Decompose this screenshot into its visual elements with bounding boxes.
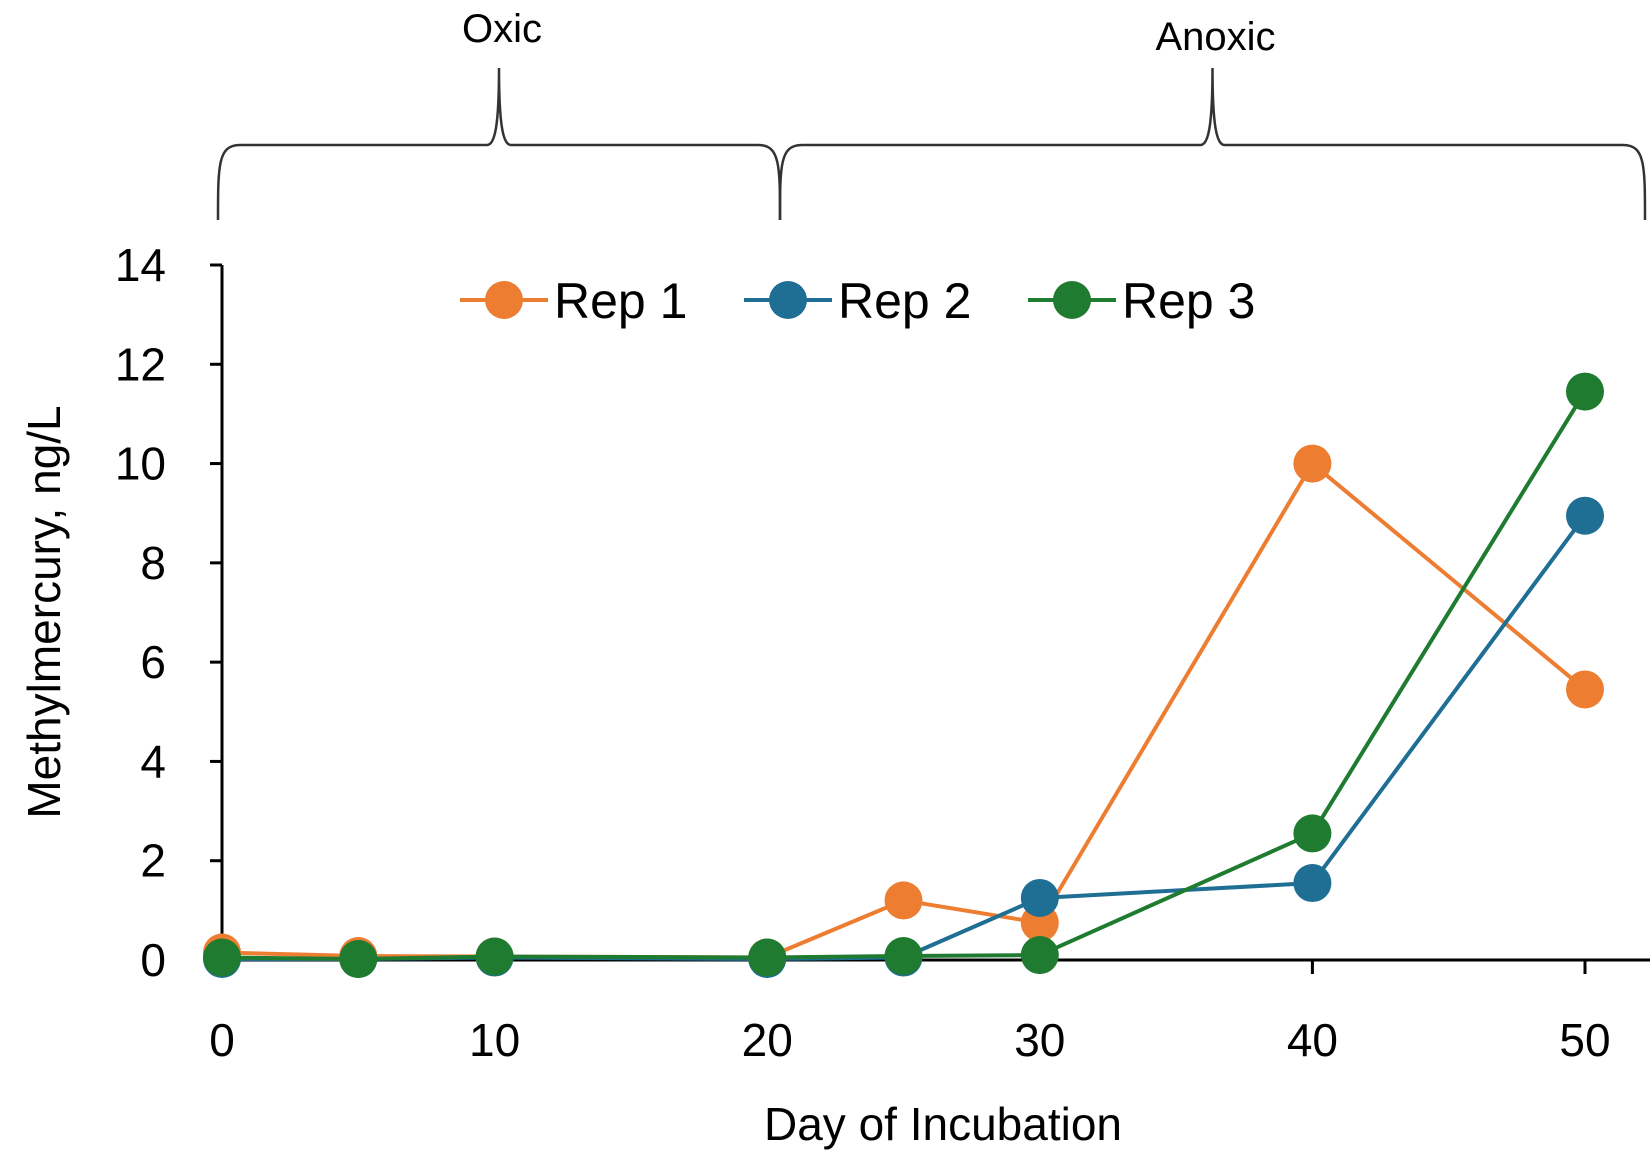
data-point — [884, 937, 923, 976]
data-point — [203, 938, 241, 977]
y-ticks: 0 2 4 6 8 10 12 14 — [115, 239, 222, 986]
series-group — [203, 372, 1604, 979]
phase-label: Oxic — [462, 7, 542, 51]
legend-item: Rep 2 — [744, 273, 971, 329]
data-point — [339, 940, 378, 979]
x-tick-label: 20 — [742, 1014, 793, 1066]
x-tick-label: 50 — [1559, 1014, 1610, 1066]
y-tick-label: 4 — [140, 735, 166, 787]
series-line — [221, 461, 1587, 960]
x-axis-title: Day of Incubation — [764, 1098, 1122, 1150]
data-point — [1293, 814, 1332, 853]
data-point — [1566, 372, 1604, 411]
data-point — [475, 937, 514, 976]
data-point — [1566, 496, 1604, 535]
y-tick-label: 0 — [140, 934, 166, 986]
x-tick-label: 30 — [1014, 1014, 1065, 1066]
phase-label: Anoxic — [1155, 15, 1275, 59]
x-tick-label: 10 — [469, 1014, 520, 1066]
data-point — [748, 938, 787, 977]
legend-marker — [1053, 281, 1091, 319]
legend-label: Rep 1 — [554, 273, 687, 329]
data-point — [1293, 444, 1332, 483]
y-tick-label: 12 — [115, 338, 166, 390]
y-axis-title: Methylmercury, ng/L — [18, 405, 70, 818]
phase-bracket — [216, 67, 782, 221]
series-1 — [203, 444, 1604, 977]
data-point — [1020, 878, 1059, 917]
y-tick-label: 2 — [140, 835, 166, 887]
legend-label: Rep 3 — [1122, 273, 1255, 329]
x-tick-label: 0 — [209, 1014, 235, 1066]
x-ticks: 0 10 20 30 40 50 — [209, 960, 1611, 1066]
legend: Rep 1 Rep 2 Rep 3 — [460, 273, 1255, 329]
legend-item: Rep 3 — [1028, 273, 1255, 329]
series-line — [221, 390, 1587, 962]
phase-bracket — [778, 67, 1647, 221]
axes — [220, 265, 1650, 962]
y-tick-label: 8 — [140, 537, 166, 589]
legend-marker — [485, 281, 523, 319]
legend-label: Rep 2 — [838, 273, 971, 329]
y-tick-label: 14 — [115, 239, 166, 291]
data-point — [1566, 670, 1604, 709]
data-point — [884, 881, 923, 920]
data-point — [1293, 864, 1332, 903]
legend-item: Rep 1 — [460, 273, 687, 329]
phase-brackets: Oxic Anoxic — [216, 7, 1647, 221]
y-tick-label: 10 — [115, 438, 166, 490]
x-tick-label: 40 — [1287, 1014, 1338, 1066]
y-tick-label: 6 — [140, 636, 166, 688]
legend-marker — [769, 281, 807, 319]
series-3 — [203, 372, 1604, 979]
data-point — [1020, 936, 1059, 975]
